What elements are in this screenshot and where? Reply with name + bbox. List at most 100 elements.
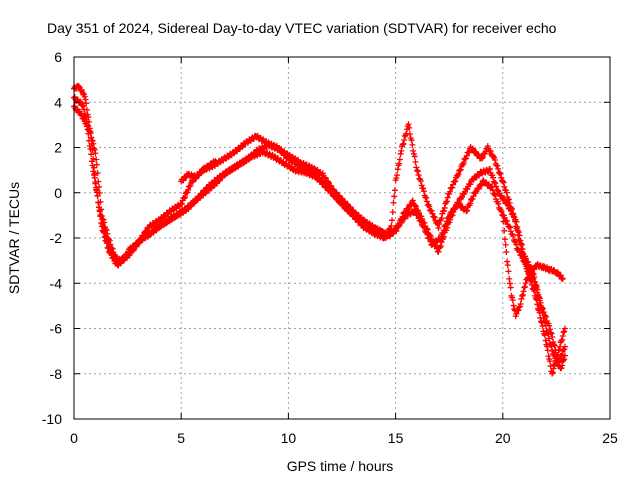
data-point-marker (479, 155, 486, 162)
data-point-marker (135, 240, 142, 247)
data-point-marker (513, 241, 520, 248)
data-point-marker (444, 194, 451, 201)
data-point-marker (500, 218, 507, 225)
data-point-marker (518, 240, 525, 247)
data-point-marker (510, 211, 517, 218)
data-point-marker (426, 203, 433, 210)
data-point-marker (506, 280, 513, 287)
data-point-marker (467, 181, 474, 188)
x-tick-label: 15 (388, 430, 404, 446)
data-point-marker (420, 188, 427, 195)
data-point-marker (478, 182, 485, 189)
data-point-marker (537, 299, 544, 306)
data-point-marker (412, 158, 419, 165)
data-point-marker (89, 137, 96, 144)
data-point-marker (551, 342, 558, 349)
data-point-marker (393, 175, 400, 182)
data-point-marker (82, 112, 89, 119)
data-point-marker (88, 134, 95, 141)
data-point-marker (490, 153, 497, 160)
data-point-marker (417, 178, 424, 185)
data-point-marker (517, 300, 524, 307)
data-point-marker (95, 178, 102, 185)
data-point-marker (430, 239, 437, 246)
data-point-marker (501, 236, 508, 243)
data-point-marker (103, 227, 110, 234)
data-point-marker (560, 329, 567, 336)
data-point-marker (388, 222, 395, 229)
data-point-marker (440, 207, 447, 214)
data-point-marker (545, 335, 552, 342)
data-point-marker (533, 283, 540, 290)
data-point-marker (534, 286, 541, 293)
data-point-marker (396, 221, 403, 228)
data-point-marker (516, 248, 523, 255)
data-point-marker (104, 230, 111, 237)
data-point-marker (542, 337, 549, 344)
data-point-marker (419, 215, 426, 222)
data-point-marker (452, 204, 459, 211)
data-point-marker (548, 330, 555, 337)
data-point-marker (512, 238, 519, 245)
data-point-marker (90, 168, 97, 175)
data-point-marker (391, 193, 398, 200)
data-point-marker (77, 98, 84, 105)
data-point-marker (409, 141, 416, 148)
data-point-marker (524, 274, 531, 281)
data-point-marker (503, 189, 510, 196)
data-point-marker (396, 156, 403, 163)
data-point-marker (412, 202, 419, 209)
series-segment-left (178, 158, 219, 185)
data-point-marker (398, 147, 405, 154)
data-point-marker (497, 170, 504, 177)
data-point-marker (90, 140, 97, 147)
x-tick-label: 5 (177, 430, 185, 446)
data-point-marker (87, 145, 94, 152)
data-point-marker (486, 165, 493, 172)
data-point-marker (393, 227, 400, 234)
y-tick-label: 0 (54, 185, 62, 201)
data-point-marker (454, 200, 461, 207)
data-point-marker (492, 180, 499, 187)
data-point-marker (487, 148, 494, 155)
data-point-marker (338, 195, 345, 202)
data-point-marker (212, 158, 219, 165)
data-point-marker (544, 347, 551, 354)
data-point-marker (435, 248, 442, 255)
data-point-marker (513, 310, 520, 317)
data-point-marker (421, 219, 428, 226)
data-point-marker (107, 241, 114, 248)
data-point-marker (443, 199, 450, 206)
y-tick-label: -4 (50, 275, 63, 291)
data-point-marker (436, 221, 443, 228)
data-point-marker (506, 275, 513, 282)
data-point-marker (437, 243, 444, 250)
data-point-marker (438, 239, 445, 246)
data-point-marker (396, 160, 403, 167)
x-tick-label: 0 (70, 430, 78, 446)
data-point-marker (420, 185, 427, 192)
data-point-marker (91, 172, 98, 179)
data-point-marker (520, 288, 527, 295)
data-point-marker (500, 196, 507, 203)
data-point-marker (457, 166, 464, 173)
data-point-marker (88, 158, 95, 165)
data-point-marker (446, 188, 453, 195)
data-point-marker (517, 237, 524, 244)
data-point-marker (102, 226, 109, 233)
data-point-marker (515, 229, 522, 236)
data-point-marker (498, 174, 505, 181)
data-point-marker (545, 353, 552, 360)
data-point-marker (549, 333, 556, 340)
data-point-marker (94, 170, 101, 177)
data-point-marker (536, 295, 543, 302)
data-point-marker (96, 189, 103, 196)
data-point-marker (178, 200, 185, 207)
data-point-marker (475, 185, 482, 192)
data-point-marker (456, 167, 463, 174)
data-point-marker (423, 225, 430, 232)
data-point-marker (344, 201, 351, 208)
data-point-marker (499, 212, 506, 219)
data-point-marker (492, 157, 499, 164)
data-point-marker (492, 192, 499, 199)
